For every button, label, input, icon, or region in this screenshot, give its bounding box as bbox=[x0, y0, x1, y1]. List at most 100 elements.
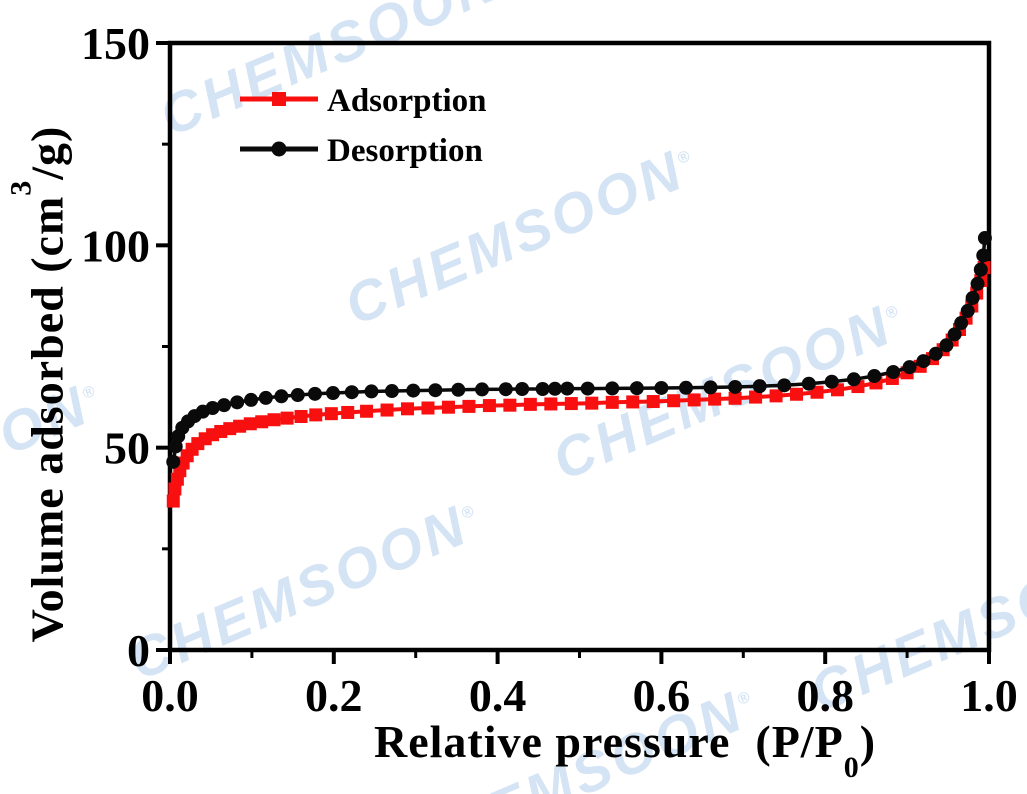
adsorption-marker bbox=[749, 390, 763, 404]
adsorption-marker bbox=[267, 413, 281, 427]
desorption-curve bbox=[171, 237, 987, 463]
desorption-marker bbox=[547, 381, 562, 396]
x-tick-label: 0.2 bbox=[305, 670, 363, 721]
desorption-marker bbox=[580, 381, 595, 396]
x-tick-label: 0.0 bbox=[141, 670, 199, 721]
desorption-marker bbox=[344, 385, 359, 400]
desorption-marker bbox=[166, 454, 181, 469]
adsorption-marker bbox=[233, 419, 247, 433]
y-tick-label: 100 bbox=[81, 220, 150, 271]
y-axis-title-close: /g) bbox=[21, 125, 73, 180]
adsorption-marker bbox=[421, 401, 435, 415]
adsorption-marker bbox=[564, 397, 578, 411]
adsorption-marker bbox=[255, 415, 269, 429]
desorption-marker bbox=[902, 360, 917, 375]
adsorption-marker bbox=[790, 387, 804, 401]
desorption-marker bbox=[406, 383, 421, 398]
adsorption-marker bbox=[523, 397, 537, 411]
desorption-marker bbox=[428, 383, 443, 398]
y-tick-label: 150 bbox=[81, 18, 150, 69]
desorption-marker bbox=[777, 378, 792, 393]
desorption-marker bbox=[451, 382, 466, 397]
adsorption-marker bbox=[324, 407, 338, 421]
desorption-marker bbox=[916, 354, 931, 369]
adsorption-marker bbox=[401, 402, 415, 416]
adsorption-marker bbox=[646, 395, 660, 409]
plot-frame bbox=[167, 40, 992, 653]
x-tick-label: 1.0 bbox=[960, 670, 1018, 721]
adsorption-marker bbox=[441, 400, 455, 414]
desorption-marker bbox=[973, 262, 988, 277]
legend-desorption-marker bbox=[271, 141, 287, 157]
desorption-marker bbox=[325, 386, 340, 401]
adsorption-marker bbox=[503, 398, 517, 412]
x-tick-label: 0.8 bbox=[796, 670, 854, 721]
desorption-marker bbox=[976, 248, 991, 263]
desorption-marker bbox=[274, 389, 289, 404]
adsorption-marker bbox=[605, 395, 619, 409]
desorption-marker bbox=[928, 346, 943, 361]
desorption-marker bbox=[846, 372, 861, 387]
desorption-marker bbox=[728, 379, 743, 394]
desorption-marker bbox=[752, 379, 767, 394]
adsorption-marker bbox=[294, 410, 308, 424]
y-tick-label: 50 bbox=[104, 423, 150, 474]
x-axis-title: Relative pressure (P/P0) bbox=[170, 715, 1027, 783]
adsorption-marker bbox=[360, 404, 374, 418]
desorption-marker bbox=[965, 290, 980, 305]
desorption-marker bbox=[205, 401, 220, 416]
adsorption-marker bbox=[462, 399, 476, 413]
desorption-marker bbox=[867, 369, 882, 384]
desorption-marker bbox=[654, 380, 669, 395]
desorption-marker bbox=[678, 380, 693, 395]
adsorption-marker bbox=[166, 494, 180, 508]
adsorption-marker bbox=[626, 395, 640, 409]
desorption-marker bbox=[364, 384, 379, 399]
legend-adsorption-marker bbox=[272, 92, 286, 106]
adsorption-marker bbox=[280, 411, 294, 425]
adsorption-marker bbox=[341, 405, 355, 419]
adsorption-marker bbox=[544, 397, 558, 411]
desorption-marker bbox=[515, 381, 530, 396]
x-axis-title-text: Relative pressure (P/P bbox=[373, 716, 844, 767]
y-axis-title: Volume adsorbed (cm3/g) bbox=[4, 125, 74, 643]
adsorption-marker bbox=[380, 403, 394, 417]
desorption-marker bbox=[498, 382, 513, 397]
desorption-marker bbox=[977, 231, 992, 246]
desorption-marker bbox=[970, 276, 985, 291]
desorption-marker bbox=[886, 364, 901, 379]
legend-adsorption-label: Adsorption bbox=[327, 83, 487, 119]
desorption-marker bbox=[244, 392, 259, 407]
y-axis-title-superscript: 3 bbox=[4, 179, 38, 196]
desorption-marker bbox=[605, 381, 620, 396]
desorption-marker bbox=[217, 398, 232, 413]
desorption-marker bbox=[954, 316, 969, 331]
x-tick-label: 0.4 bbox=[469, 670, 527, 721]
adsorption-marker bbox=[223, 422, 237, 436]
desorption-marker bbox=[384, 384, 399, 399]
desorption-marker bbox=[560, 381, 575, 396]
desorption-marker bbox=[629, 381, 644, 396]
desorption-marker bbox=[475, 382, 490, 397]
desorption-marker bbox=[960, 303, 975, 318]
desorption-marker bbox=[824, 374, 839, 389]
desorption-marker bbox=[703, 380, 718, 395]
y-tick-label: 0 bbox=[127, 625, 150, 676]
adsorption-marker bbox=[243, 417, 257, 431]
desorption-marker bbox=[535, 381, 550, 396]
adsorption-marker bbox=[482, 399, 496, 413]
adsorption-marker bbox=[769, 389, 783, 403]
x-tick-label: 0.6 bbox=[633, 670, 691, 721]
desorption-marker bbox=[230, 395, 245, 410]
desorption-marker bbox=[307, 386, 322, 401]
adsorption-marker bbox=[667, 394, 681, 408]
adsorption-marker bbox=[810, 385, 824, 399]
desorption-marker bbox=[947, 327, 962, 342]
adsorption-marker bbox=[728, 391, 742, 405]
adsorption-marker bbox=[687, 393, 701, 407]
x-axis-title-subscript: 0 bbox=[843, 751, 860, 785]
adsorption-marker bbox=[708, 392, 722, 406]
legend-desorption-label: Desorption bbox=[327, 133, 483, 169]
